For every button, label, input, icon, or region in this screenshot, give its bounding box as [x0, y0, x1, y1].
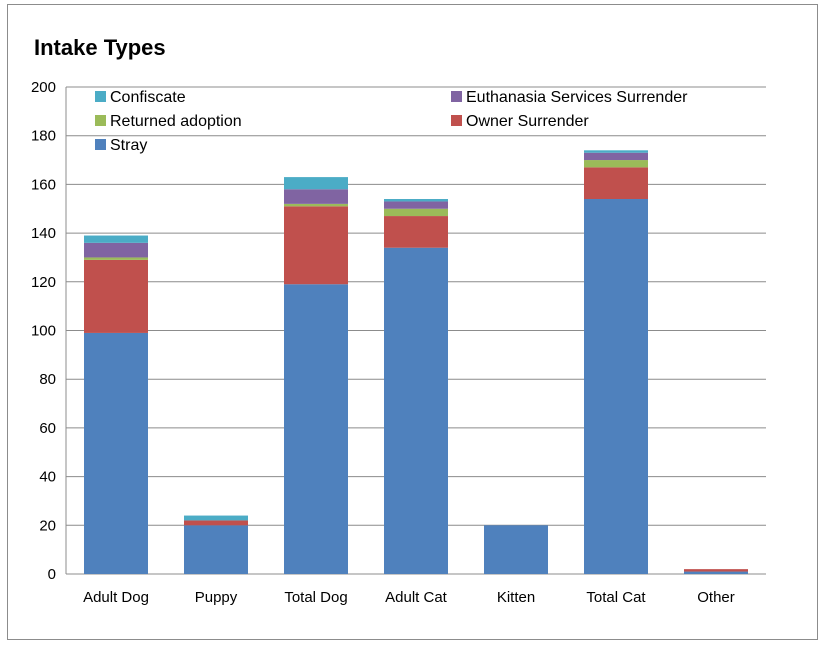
y-tick-label: 100: [31, 323, 56, 340]
bar-segment-confiscate: [384, 199, 448, 202]
bar-segment-euthanasia-services-surrender: [284, 189, 348, 204]
bar-segment-returned-adoption: [284, 203, 348, 207]
legend-swatch: [95, 115, 106, 126]
bar-segment-returned-adoption: [384, 208, 448, 217]
x-tick-label: Kitten: [497, 589, 535, 606]
bar-segment-stray: [384, 247, 448, 574]
chart-frame: Intake Types 0 20 40 60 80 100 120 140 160 180 200…: [7, 4, 818, 640]
bar-segment-confiscate: [584, 150, 648, 153]
bar-segment-owner-surrender: [384, 216, 448, 248]
x-tick-label: Puppy: [195, 589, 238, 606]
y-tick-label: 120: [31, 274, 56, 291]
x-tick-label: Adult Dog: [83, 589, 149, 606]
legend-label: Owner Surrender: [466, 113, 589, 130]
y-tick-label: 140: [31, 225, 56, 242]
bar-segment-euthanasia-services-surrender: [84, 242, 148, 258]
legend-swatch: [95, 139, 106, 150]
bar-segment-stray: [484, 525, 548, 574]
bar-segment-stray: [184, 525, 248, 574]
legend-swatch: [451, 91, 462, 102]
bar-segment-stray: [584, 199, 648, 574]
legend-swatch: [451, 115, 462, 126]
bar-segment-owner-surrender: [584, 167, 648, 200]
bar-segment-confiscate: [284, 177, 348, 190]
bar-segment-euthanasia-services-surrender: [384, 201, 448, 209]
y-tick-label: 80: [39, 371, 56, 388]
bar-segment-owner-surrender: [84, 259, 148, 333]
legend-label: Confiscate: [110, 89, 186, 106]
legend-label: Euthanasia Services Surrender: [466, 89, 688, 106]
y-tick-label: 160: [31, 176, 56, 193]
bar-segment-confiscate: [84, 235, 148, 243]
y-tick-label: 200: [31, 79, 56, 96]
legend-label: Stray: [110, 137, 147, 154]
x-axis-ticks: Adult Dog Puppy Total Dog Adult Cat Kitten To…: [83, 589, 735, 606]
bar-segment-returned-adoption: [584, 160, 648, 168]
bar-segment-euthanasia-services-surrender: [584, 152, 648, 161]
legend: Confiscate Euthanasia Services Surrender R…: [95, 89, 688, 154]
y-tick-label: 20: [39, 517, 56, 534]
x-tick-label: Total Dog: [284, 589, 347, 606]
bar-segment-owner-surrender: [684, 569, 748, 572]
legend-swatch: [95, 91, 106, 102]
bar-segment-returned-adoption: [84, 257, 148, 260]
y-tick-label: 60: [39, 420, 56, 437]
y-tick-label: 180: [31, 128, 56, 145]
x-tick-label: Other: [697, 589, 735, 606]
bar-segment-owner-surrender: [184, 520, 248, 526]
x-tick-label: Adult Cat: [385, 589, 448, 606]
bar-segment-stray: [684, 571, 748, 574]
y-tick-label: 0: [48, 566, 56, 583]
chart-title: Intake Types: [34, 35, 166, 60]
bar-segment-confiscate: [184, 515, 248, 521]
stacked-bar-chart: Intake Types 0 20 40 60 80 100 120 140 160 180 200…: [31, 35, 766, 606]
bar-segment-stray: [84, 332, 148, 574]
legend-label: Returned adoption: [110, 113, 242, 130]
x-tick-label: Total Cat: [586, 589, 646, 606]
bar-segment-stray: [284, 284, 348, 574]
y-axis-ticks: 0 20 40 60 80 100 120 140 160 180 200: [31, 79, 56, 583]
bars: [84, 150, 748, 574]
bar-segment-owner-surrender: [284, 206, 348, 285]
y-tick-label: 40: [39, 469, 56, 486]
